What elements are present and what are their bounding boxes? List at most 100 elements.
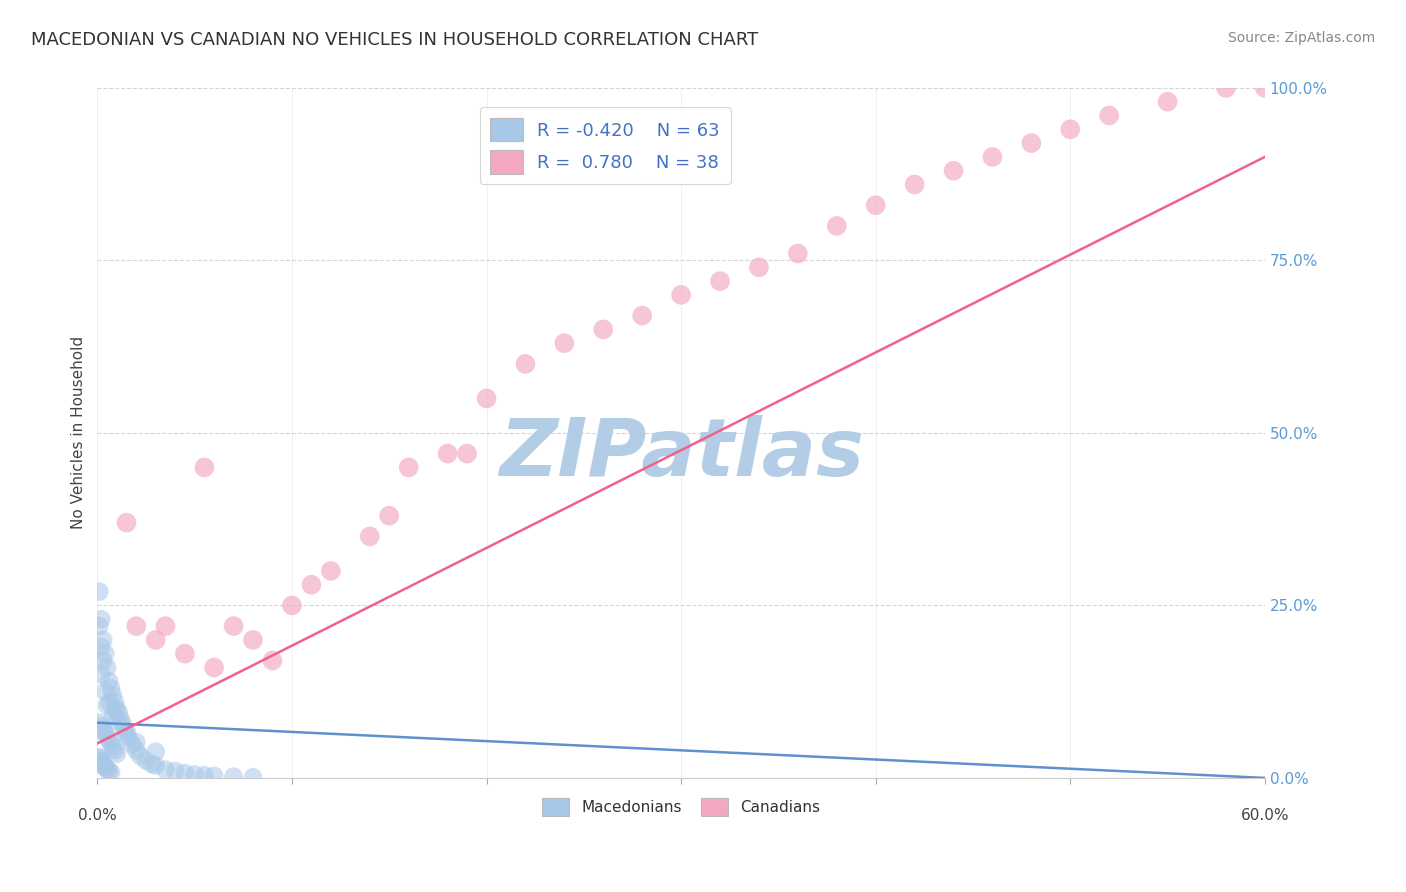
Point: [89, 584, 111, 599]
Point: [319, 564, 342, 578]
Point: [90, 640, 112, 654]
Point: [669, 288, 692, 302]
Point: [104, 695, 127, 709]
Point: [91, 654, 114, 668]
Y-axis label: No Vehicles in Household: No Vehicles in Household: [72, 336, 86, 530]
Point: [110, 712, 132, 726]
Point: [89, 619, 111, 633]
Point: [101, 708, 124, 723]
Point: [107, 706, 129, 720]
Point: [91, 757, 114, 772]
Point: [115, 728, 138, 742]
Point: [91, 755, 114, 769]
Point: [100, 765, 122, 780]
Point: [90, 667, 112, 681]
Text: ZIPatlas: ZIPatlas: [499, 415, 863, 492]
Point: [104, 703, 127, 717]
Point: [553, 336, 575, 351]
Point: [129, 748, 152, 763]
Text: 0.0%: 0.0%: [77, 808, 117, 823]
Point: [631, 309, 654, 323]
Point: [117, 731, 139, 745]
Point: [94, 684, 117, 698]
Point: [193, 768, 215, 782]
Point: [174, 766, 197, 780]
Point: [515, 357, 537, 371]
Point: [91, 723, 114, 737]
Point: [105, 714, 128, 729]
Point: [155, 619, 177, 633]
Point: [115, 516, 138, 530]
Point: [115, 724, 138, 739]
Point: [865, 198, 887, 212]
Point: [121, 738, 143, 752]
Point: [91, 632, 114, 647]
Point: [145, 745, 167, 759]
Point: [96, 730, 118, 744]
Point: [98, 764, 121, 778]
Point: [93, 758, 115, 772]
Point: [475, 392, 498, 406]
Point: [96, 698, 118, 713]
Text: MACEDONIAN VS CANADIAN NO VEHICLES IN HOUSEHOLD CORRELATION CHART: MACEDONIAN VS CANADIAN NO VEHICLES IN HO…: [31, 31, 758, 49]
Point: [105, 747, 128, 761]
Point: [202, 769, 225, 783]
Point: [89, 750, 111, 764]
Text: 60.0%: 60.0%: [1240, 808, 1289, 823]
Point: [242, 770, 264, 784]
Point: [222, 770, 245, 784]
Point: [135, 754, 157, 768]
Text: Source: ZipAtlas.com: Source: ZipAtlas.com: [1227, 31, 1375, 45]
Point: [141, 757, 163, 772]
Point: [1254, 81, 1277, 95]
Point: [101, 739, 124, 754]
Point: [89, 715, 111, 730]
Point: [98, 695, 121, 709]
Point: [359, 529, 381, 543]
Point: [104, 743, 127, 757]
Point: [378, 508, 401, 523]
Point: [111, 717, 134, 731]
Point: [100, 736, 122, 750]
Point: [222, 619, 245, 633]
Point: [786, 246, 808, 260]
Point: [456, 447, 478, 461]
Point: [125, 743, 148, 757]
Point: [105, 702, 128, 716]
Point: [101, 688, 124, 702]
Point: [748, 260, 770, 275]
Point: [1156, 95, 1178, 109]
Point: [242, 632, 264, 647]
Point: [96, 660, 118, 674]
Point: [904, 178, 927, 192]
Point: [125, 619, 148, 633]
Point: [89, 751, 111, 765]
Point: [98, 733, 121, 747]
Point: [1021, 136, 1043, 150]
Point: [90, 612, 112, 626]
Point: [165, 764, 187, 778]
Point: [145, 632, 167, 647]
Point: [592, 322, 614, 336]
Point: [981, 150, 1004, 164]
Point: [262, 654, 284, 668]
Point: [94, 761, 117, 775]
Point: [174, 647, 197, 661]
Point: [90, 754, 112, 768]
Point: [281, 599, 304, 613]
Point: [96, 762, 118, 776]
Legend: Macedonians, Canadians: Macedonians, Canadians: [536, 792, 827, 822]
Point: [100, 681, 122, 696]
Point: [145, 758, 167, 772]
Point: [1098, 108, 1121, 122]
Point: [94, 647, 117, 661]
Point: [155, 763, 177, 777]
Point: [98, 674, 121, 689]
Point: [436, 447, 458, 461]
Point: [1215, 81, 1237, 95]
Point: [709, 274, 731, 288]
Point: [942, 163, 965, 178]
Point: [114, 723, 136, 737]
Point: [202, 660, 225, 674]
Point: [299, 578, 322, 592]
